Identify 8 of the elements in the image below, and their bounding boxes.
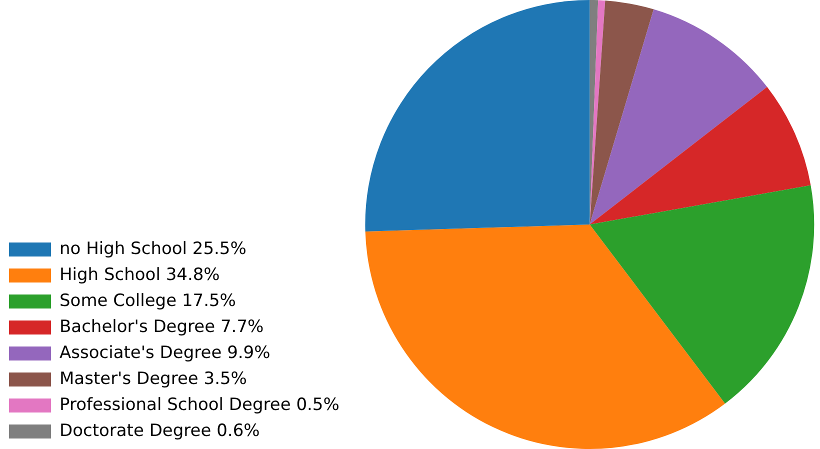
legend-label: no High School 25.5% [60,238,246,259]
legend-label: Master's Degree 3.5% [60,368,247,389]
legend-label: Associate's Degree 9.9% [60,342,270,363]
legend-label: Some College 17.5% [60,290,236,311]
legend-label: High School 34.8% [60,264,220,285]
legend-label: Bachelor's Degree 7.7% [60,316,264,337]
legend-label: Professional School Degree 0.5% [60,394,340,415]
legend-label: Doctorate Degree 0.6% [60,420,260,441]
